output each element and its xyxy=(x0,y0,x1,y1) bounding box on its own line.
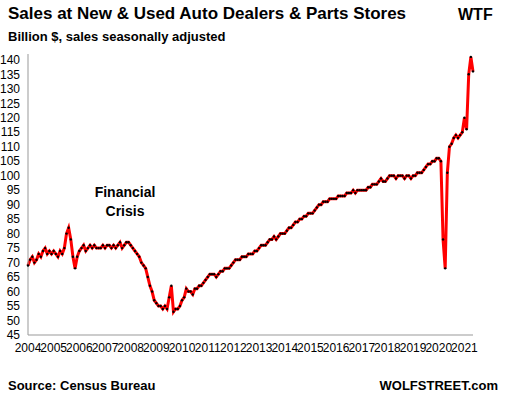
svg-text:125: 125 xyxy=(8,97,20,111)
svg-text:65: 65 xyxy=(8,270,20,284)
svg-text:2010: 2010 xyxy=(169,341,196,355)
svg-text:2011: 2011 xyxy=(195,341,221,355)
svg-text:90: 90 xyxy=(8,198,20,212)
svg-text:2018: 2018 xyxy=(374,341,401,355)
svg-text:130: 130 xyxy=(8,82,20,96)
svg-text:120: 120 xyxy=(8,111,20,125)
svg-text:45: 45 xyxy=(8,328,20,342)
svg-text:55: 55 xyxy=(8,299,20,313)
svg-text:60: 60 xyxy=(8,285,20,299)
svg-text:2012: 2012 xyxy=(220,341,247,355)
svg-text:135: 135 xyxy=(8,68,20,82)
svg-text:105: 105 xyxy=(8,154,20,168)
svg-text:70: 70 xyxy=(8,256,20,270)
svg-text:85: 85 xyxy=(8,212,20,226)
html-text:Financial Crisis: Financial Crisis xyxy=(94,184,156,219)
svg-text:2009: 2009 xyxy=(143,341,170,355)
svg-text:2004: 2004 xyxy=(15,341,42,355)
html-text:Billion $, sales seasonally ad: Billion $, sales seasonally adjusted xyxy=(8,29,226,44)
svg-text:2007: 2007 xyxy=(92,341,119,355)
html-text:Source: Census Bureau: Source: Census Bureau xyxy=(8,378,156,393)
html-text:Sales at New & Used Auto Deale: Sales at New & Used Auto Dealers & Parts… xyxy=(8,4,407,23)
html-text:WOLFSTREET.com: WOLFSTREET.com xyxy=(379,378,498,393)
svg-text:2015: 2015 xyxy=(297,341,324,355)
svg-text:110: 110 xyxy=(8,140,20,154)
svg-text:2014: 2014 xyxy=(271,341,298,355)
svg-text:2017: 2017 xyxy=(348,341,375,355)
svg-text:2016: 2016 xyxy=(323,341,350,355)
svg-text:2005: 2005 xyxy=(40,341,67,355)
svg-text:95: 95 xyxy=(8,183,20,197)
svg-text:140: 140 xyxy=(8,53,20,67)
svg-text:80: 80 xyxy=(8,227,20,241)
svg-text:115: 115 xyxy=(8,125,20,139)
svg-text:2019: 2019 xyxy=(400,341,427,355)
svg-text:2006: 2006 xyxy=(66,341,93,355)
svg-text:2013: 2013 xyxy=(246,341,273,355)
svg-text:75: 75 xyxy=(8,241,20,255)
svg-text:50: 50 xyxy=(8,314,20,328)
html-text:WTF: WTF xyxy=(458,6,493,23)
svg-text:2008: 2008 xyxy=(117,341,144,355)
svg-text:100: 100 xyxy=(8,169,20,183)
svg-text:2021: 2021 xyxy=(451,341,478,355)
svg-text:2020: 2020 xyxy=(425,341,452,355)
